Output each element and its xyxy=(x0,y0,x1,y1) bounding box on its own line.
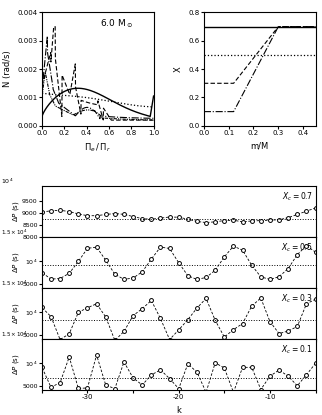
Text: 6.0 M$_\odot$: 6.0 M$_\odot$ xyxy=(100,17,133,29)
Text: $1.5\times10^4$: $1.5\times10^4$ xyxy=(1,279,28,288)
Text: $X_c=$0.3: $X_c=$0.3 xyxy=(281,292,313,305)
Y-axis label: $\Delta P$ (s): $\Delta P$ (s) xyxy=(11,354,21,376)
Text: $X_c=$0.1: $X_c=$0.1 xyxy=(281,343,313,356)
Y-axis label: $\Delta P$ (s): $\Delta P$ (s) xyxy=(11,303,21,325)
Y-axis label: N (rad/s): N (rad/s) xyxy=(3,51,12,88)
Text: $1.5\times10^4$: $1.5\times10^4$ xyxy=(1,330,28,339)
Y-axis label: $\Delta P$ (s): $\Delta P$ (s) xyxy=(11,201,21,222)
X-axis label: m/M: m/M xyxy=(251,142,269,151)
Y-axis label: X: X xyxy=(174,66,183,72)
Text: $X_c=$0.5: $X_c=$0.5 xyxy=(281,241,313,254)
X-axis label: k: k xyxy=(176,406,181,415)
Text: $10^4$: $10^4$ xyxy=(1,177,13,186)
X-axis label: $\Pi_e\,/\,\Pi_r$: $\Pi_e\,/\,\Pi_r$ xyxy=(84,142,111,154)
Y-axis label: $\Delta P$ (s): $\Delta P$ (s) xyxy=(11,252,21,273)
Text: $X_c=$0.7: $X_c=$0.7 xyxy=(282,190,313,203)
Text: $1.5\times10^4$: $1.5\times10^4$ xyxy=(1,228,28,237)
